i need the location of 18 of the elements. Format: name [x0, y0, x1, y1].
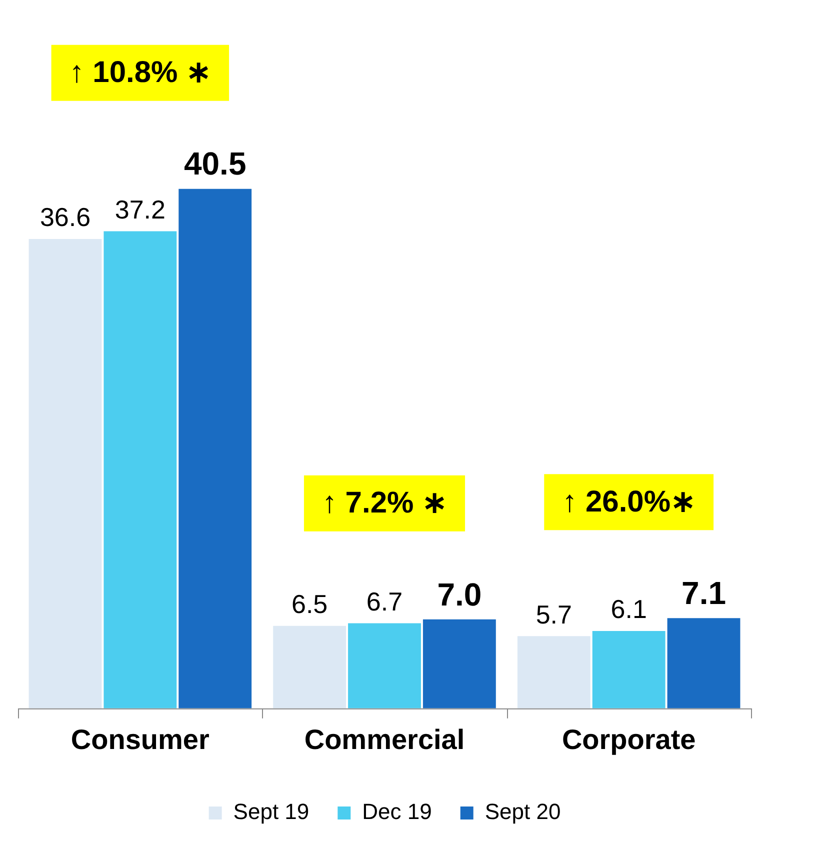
x-tick-label: Consumer — [70, 724, 210, 755]
x-tick-label: Corporate — [562, 724, 696, 755]
data-label: 6.1 — [610, 594, 647, 624]
annotation: ↑ 7.2% ∗ — [322, 486, 448, 520]
legend-label: Sept 20 — [484, 799, 561, 824]
annotation: ↑ 26.0%∗ — [562, 485, 696, 518]
data-label: 6.7 — [366, 586, 403, 616]
legend-label: Sept 19 — [233, 799, 310, 824]
text: ↑ 10.8% ∗ — [69, 56, 212, 90]
data-label: 7.0 — [437, 576, 482, 612]
data-label: 7.1 — [682, 574, 726, 611]
x-tick-label: Commercial — [304, 724, 465, 755]
data-label: 40.5 — [184, 146, 246, 182]
data-label: 6.5 — [291, 589, 328, 620]
data-label: 37.2 — [114, 194, 166, 224]
data-label: 5.7 — [536, 599, 572, 630]
data-label: 36.6 — [40, 202, 91, 232]
legend-label: Dec 19 — [362, 799, 432, 824]
